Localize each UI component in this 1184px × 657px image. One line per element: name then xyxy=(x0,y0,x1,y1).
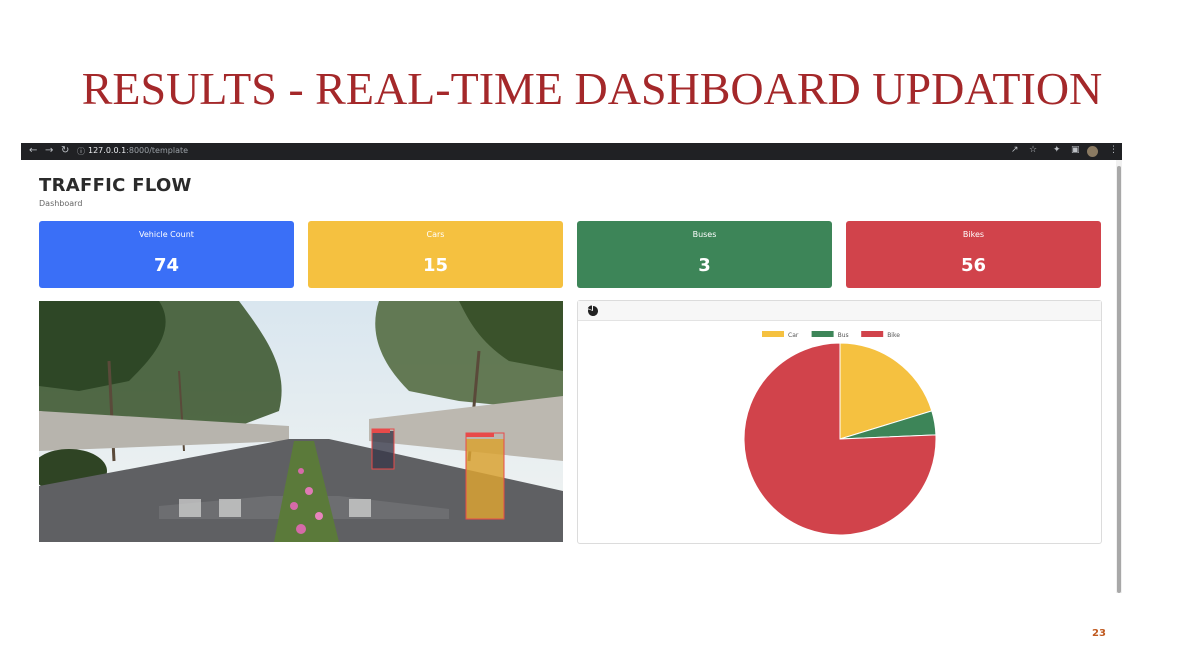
legend-swatch-bus[interactable] xyxy=(811,331,834,337)
card-label: Buses xyxy=(692,230,717,239)
card-cars: Cars 15 xyxy=(308,221,563,288)
card-value: 3 xyxy=(698,255,711,276)
legend-label-bus[interactable]: Bus xyxy=(838,332,849,339)
menu-icon[interactable]: ⋮ xyxy=(1109,145,1118,155)
back-icon[interactable]: ← xyxy=(29,145,38,156)
card-value: 15 xyxy=(422,255,449,276)
profile-avatar[interactable] xyxy=(1087,146,1098,157)
pie-slice-car[interactable] xyxy=(839,342,933,440)
slide-title: RESULTS - REAL-TIME DASHBOARD UPDATION xyxy=(81,63,1103,114)
page-subtitle: Dashboard xyxy=(39,199,83,208)
traffic-camera-feed xyxy=(39,301,563,542)
share-icon[interactable]: ↗ xyxy=(1011,145,1019,155)
page-title: TRAFFIC FLOW xyxy=(39,175,192,196)
camera-frame xyxy=(39,301,563,542)
legend-swatch-car[interactable] xyxy=(762,331,784,337)
card-vehicle-count: Vehicle Count 74 xyxy=(39,221,294,288)
forward-icon[interactable]: → xyxy=(45,145,54,156)
url-path: :8000/template xyxy=(126,146,189,155)
card-label: Vehicle Count xyxy=(139,230,194,239)
pie-slice-bike[interactable] xyxy=(743,342,937,536)
info-icon[interactable]: ⓘ xyxy=(77,147,85,156)
chart-panel: Car Bus Bike xyxy=(577,300,1102,544)
address-bar[interactable]: 127.0.0.1:8000/template xyxy=(88,146,188,155)
legend-label-bike[interactable]: Bike xyxy=(887,332,900,339)
scrollbar[interactable] xyxy=(1116,160,1122,593)
legend-swatch-bike[interactable] xyxy=(861,331,884,337)
pie-chart: Car Bus Bike xyxy=(743,331,937,536)
pie-chart-icon xyxy=(587,305,599,316)
chart-panel-header xyxy=(578,301,1101,321)
card-label: Bikes xyxy=(962,230,985,239)
extensions-icon[interactable]: ✦ xyxy=(1053,145,1061,155)
card-buses: Buses 3 xyxy=(577,221,832,288)
reload-icon[interactable]: ↻ xyxy=(61,145,70,156)
browser-toolbar: ← → ↻ ⓘ 127.0.0.1:8000/template ↗ ☆ ✦ ▣ … xyxy=(21,143,1122,160)
sidepanel-icon[interactable]: ▣ xyxy=(1071,145,1080,155)
scrollbar-thumb[interactable] xyxy=(1117,166,1121,593)
card-value: 74 xyxy=(153,255,180,276)
url-host: 127.0.0.1 xyxy=(88,146,127,155)
browser-window: ← → ↻ ⓘ 127.0.0.1:8000/template ↗ ☆ ✦ ▣ … xyxy=(21,143,1122,593)
card-value: 56 xyxy=(960,255,987,276)
card-label: Cars xyxy=(426,230,445,239)
star-icon[interactable]: ☆ xyxy=(1029,145,1038,155)
card-bikes: Bikes 56 xyxy=(846,221,1101,288)
legend-label-car[interactable]: Car xyxy=(788,332,799,339)
page-number: 23 xyxy=(1092,628,1106,639)
